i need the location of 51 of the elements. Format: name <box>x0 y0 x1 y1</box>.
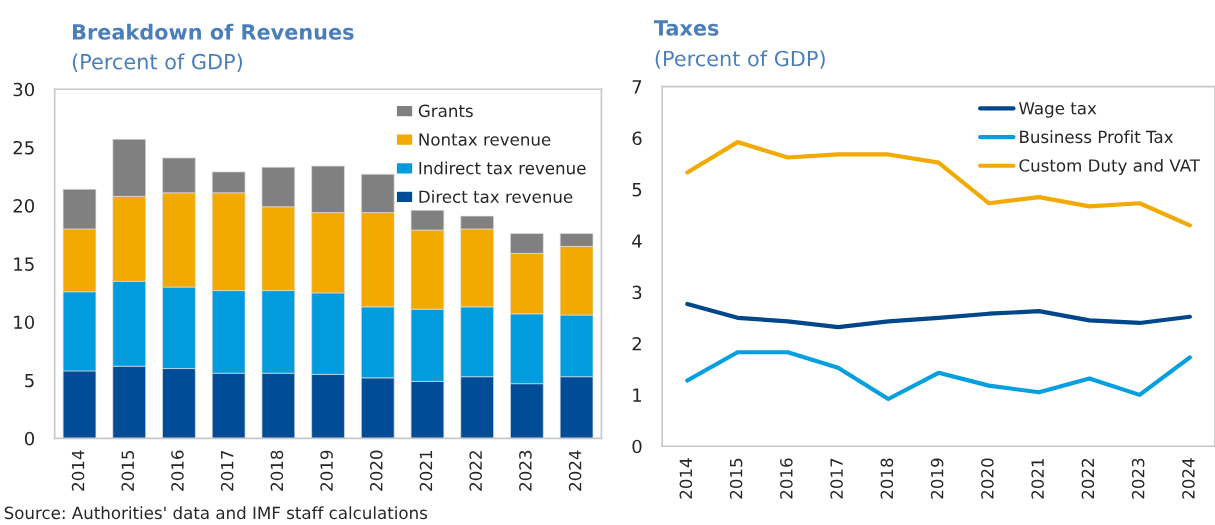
x-tick-label: 2014 <box>679 458 693 499</box>
line-series <box>685 301 1192 330</box>
y-tick-label: 7 <box>632 80 642 94</box>
legend-label: Business Profit Tax <box>1020 130 1173 144</box>
x-tick-label: 2024 <box>1182 458 1195 499</box>
legend-label: Custom Duty and VAT <box>1019 158 1201 176</box>
y-tick-label: 0 <box>632 439 642 454</box>
x-tick-label: 2015 <box>729 458 743 499</box>
y-tick-label: 5 <box>25 373 34 388</box>
x-tick-label: 2019 <box>320 450 333 491</box>
x-tick-label: 2021 <box>419 451 433 491</box>
x-tick-label: 2015 <box>121 450 135 491</box>
x-tick-label: 2023 <box>519 450 532 491</box>
x-tick-label: 2021 <box>1031 458 1044 499</box>
y-tick-label: 2 <box>632 336 641 351</box>
y-tick-label: 25 <box>13 140 34 155</box>
x-tick-label: 2022 <box>1081 459 1095 499</box>
x-tick-label: 2023 <box>1131 458 1145 499</box>
line-series <box>685 350 1192 402</box>
x-tick-label: 2018 <box>880 458 894 499</box>
x-tick-label: 2024 <box>568 450 582 491</box>
x-tick-label: 2016 <box>171 450 184 491</box>
x-tick-label: 2014 <box>71 450 85 491</box>
chart-title: Taxes <box>653 20 719 36</box>
source-note: Source: Authorities' data and IMF staff calculations <box>4 506 428 520</box>
y-tick-label: 3 <box>632 285 642 300</box>
chart-subtitle: (Percent of GDP) <box>72 53 242 72</box>
legend-label: Indirect tax revenue <box>419 161 586 175</box>
x-tick-label: 2019 <box>930 458 944 499</box>
y-tick-label: 30 <box>13 82 35 97</box>
y-tick-label: 5 <box>632 183 642 197</box>
y-tick-label: 10 <box>14 315 35 330</box>
x-tick-label: 2017 <box>830 458 843 499</box>
legend-label: Wage tax <box>1019 102 1097 118</box>
legend-label: Nontax revenue <box>419 133 551 146</box>
x-tick-label: 2018 <box>270 450 284 491</box>
x-tick-label: 2020 <box>369 450 383 491</box>
chart-subtitle: (Percent of GDP) <box>655 50 825 69</box>
y-tick-label: 1 <box>633 388 642 402</box>
y-tick-label: 0 <box>24 431 35 446</box>
x-tick-label: 2020 <box>981 458 994 499</box>
x-tick-label: 2022 <box>469 451 482 491</box>
x-tick-label: 2017 <box>220 450 234 491</box>
y-tick-label: 15 <box>14 257 34 271</box>
y-tick-label: 6 <box>632 131 642 146</box>
x-tick-label: 2016 <box>780 458 793 499</box>
legend-label: Direct tax revenue <box>419 190 573 204</box>
chart-title: Breakdown of Revenues <box>72 23 354 40</box>
legend-label: Grants <box>418 104 473 118</box>
y-tick-label: 4 <box>632 234 642 248</box>
y-tick-label: 20 <box>13 199 35 213</box>
